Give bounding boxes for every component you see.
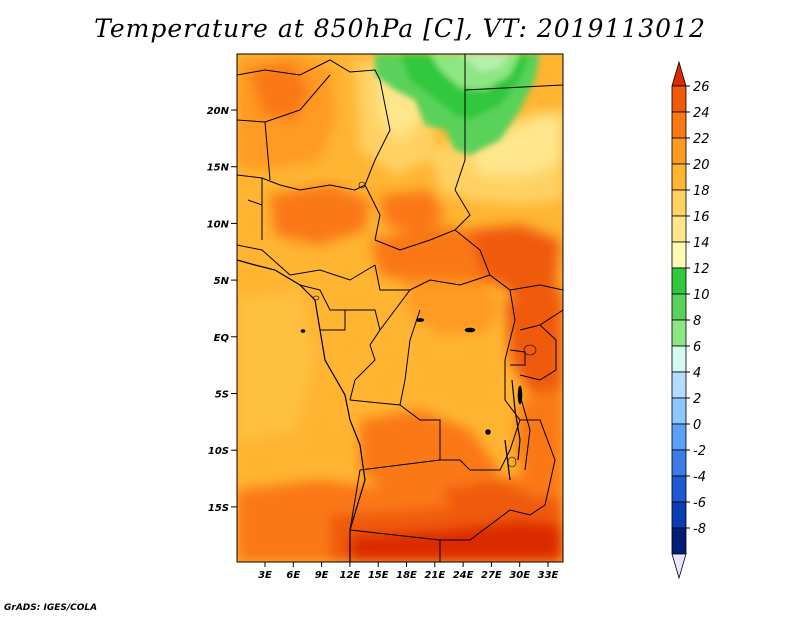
lat-label: 15S [208,503,229,514]
colorbar-label: 2 [693,392,701,407]
lon-label: 24E [453,570,474,581]
colorbar-label: -4 [693,470,706,485]
colorbar-box [671,267,687,295]
colorbar-box [671,241,687,269]
colorbar-label: 14 [693,236,710,251]
country-borders [237,54,563,562]
lat-label: 20N [207,106,230,117]
lat-label: 10N [207,219,230,230]
field-blobs [237,55,563,562]
colorbar-label: -2 [693,444,706,459]
lon-label: 12E [340,570,361,581]
grads-credit: GrADS: IGES/COLA [4,603,98,613]
longitude-axis: 3E 6E 9E 12E 15E 18E 21E 24E 27E 30E 33E [258,562,559,581]
lon-label: 9E [315,570,329,581]
colorbar-top-arrow [671,60,687,87]
colorbar-label: 12 [693,262,710,277]
map-field [237,54,563,562]
colorbar-box [671,501,687,529]
colorbar-box [671,345,687,373]
lat-label: 10S [208,446,229,457]
lat-label: 15N [207,163,230,174]
colorbar-label: 26 [693,80,710,95]
colorbar-label: 24 [693,106,710,121]
colorbar-box [671,319,687,347]
latitude-axis: 20N 15N 10N 5N EQ 5S 10S 15S [207,106,237,514]
colorbar-box [671,449,687,477]
colorbar-box [671,527,687,555]
colorbar-label: 0 [693,418,701,433]
colorbar-box [671,163,687,191]
lon-label: 18E [396,570,417,581]
colorbar-box [671,397,687,425]
map-title: Temperature at 850hPa [C], VT: 201911301… [94,14,706,43]
lon-label: 27E [481,570,502,581]
colorbar-label: -8 [693,522,706,537]
colorbar-label: 6 [693,340,701,355]
map-frame [236,53,564,563]
lakes [300,181,537,468]
colorbar-box [671,423,687,451]
colorbar-label: 10 [693,288,710,303]
colorbar-box [671,215,687,243]
colorbar-label: 20 [693,158,710,173]
colorbar-bottom-arrow [671,553,687,580]
colorbar-label: -6 [693,496,706,511]
lon-label: 6E [286,570,300,581]
colorbar-box [671,85,687,113]
colorbar-box [671,111,687,139]
lat-label: EQ [214,333,230,344]
lon-label: 21E [424,570,445,581]
colorbar-box [671,371,687,399]
colorbar-label: 4 [693,366,701,381]
lon-label: 30E [509,570,530,581]
colorbar-box [671,189,687,217]
lon-label: 3E [258,570,272,581]
colorbar-box [671,137,687,165]
lat-label: 5N [214,276,230,287]
coastlines [237,259,521,562]
lat-label: 5S [215,390,229,401]
colorbar-label: 16 [693,210,710,225]
lon-label: 33E [538,570,559,581]
colorbar-box [671,475,687,503]
colorbar-label: 22 [693,132,710,147]
colorbar-label: 8 [693,314,701,329]
lon-label: 15E [368,570,389,581]
colorbar-label: 18 [693,184,710,199]
colorbar-box [671,293,687,321]
